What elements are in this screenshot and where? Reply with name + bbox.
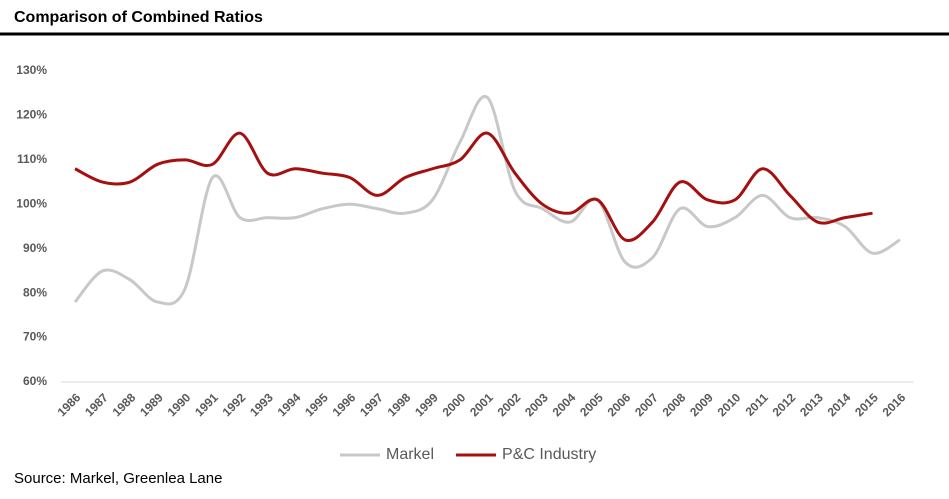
y-tick-label: 80% bbox=[23, 285, 47, 299]
legend-label: P&C Industry bbox=[502, 446, 596, 463]
x-tick-label: 1989 bbox=[137, 390, 166, 419]
x-tick-label: 2006 bbox=[605, 390, 634, 419]
x-tick-label: 1999 bbox=[412, 390, 441, 419]
x-tick-label: 2004 bbox=[550, 390, 579, 419]
x-tick-label: 1995 bbox=[302, 390, 331, 419]
x-tick-label: 2003 bbox=[522, 390, 551, 419]
x-tick-label: 1994 bbox=[275, 390, 304, 419]
x-tick-label: 2005 bbox=[577, 390, 606, 419]
source-note: Source: Markel, Greenlea Lane bbox=[14, 470, 222, 487]
x-tick-label: 2007 bbox=[632, 390, 661, 419]
y-tick-label: 120% bbox=[16, 108, 47, 122]
x-tick-label: 2000 bbox=[440, 390, 469, 419]
x-tick-label: 2009 bbox=[687, 390, 716, 419]
x-tick-label: 1988 bbox=[110, 390, 139, 419]
x-tick-label: 1992 bbox=[220, 390, 249, 419]
x-tick-label: 1993 bbox=[247, 390, 276, 419]
y-tick-label: 130% bbox=[16, 63, 47, 77]
y-tick-label: 60% bbox=[23, 374, 47, 388]
legend-label: Markel bbox=[386, 446, 434, 463]
x-tick-label: 1997 bbox=[357, 390, 386, 419]
y-tick-label: 110% bbox=[17, 152, 47, 166]
line-series bbox=[73, 94, 901, 306]
x-tick-label: 1998 bbox=[385, 390, 414, 419]
x-tick-label: 1990 bbox=[165, 390, 194, 419]
x-tick-label: 1991 bbox=[192, 390, 221, 419]
y-tick-label: 90% bbox=[23, 241, 47, 255]
line-series bbox=[74, 131, 873, 243]
x-tick-label: 2011 bbox=[743, 390, 772, 419]
x-tick-label: 2016 bbox=[880, 390, 909, 419]
y-tick-label: 70% bbox=[23, 330, 47, 344]
x-tick-label: 1986 bbox=[55, 390, 84, 419]
x-tick-label: 2010 bbox=[715, 390, 744, 419]
x-tick-label: 1996 bbox=[330, 390, 359, 419]
x-tick-label: 2015 bbox=[852, 390, 881, 419]
chart-title: Comparison of Combined Ratios bbox=[14, 9, 263, 26]
x-tick-label: 2013 bbox=[797, 390, 826, 419]
x-tick-label: 1987 bbox=[82, 390, 111, 419]
y-tick-label: 100% bbox=[16, 196, 47, 210]
x-tick-label: 2012 bbox=[770, 390, 799, 419]
x-tick-label: 2001 bbox=[467, 390, 496, 419]
x-tick-label: 2002 bbox=[495, 390, 524, 419]
x-tick-label: 2008 bbox=[660, 390, 689, 419]
x-tick-label: 2014 bbox=[825, 390, 854, 419]
